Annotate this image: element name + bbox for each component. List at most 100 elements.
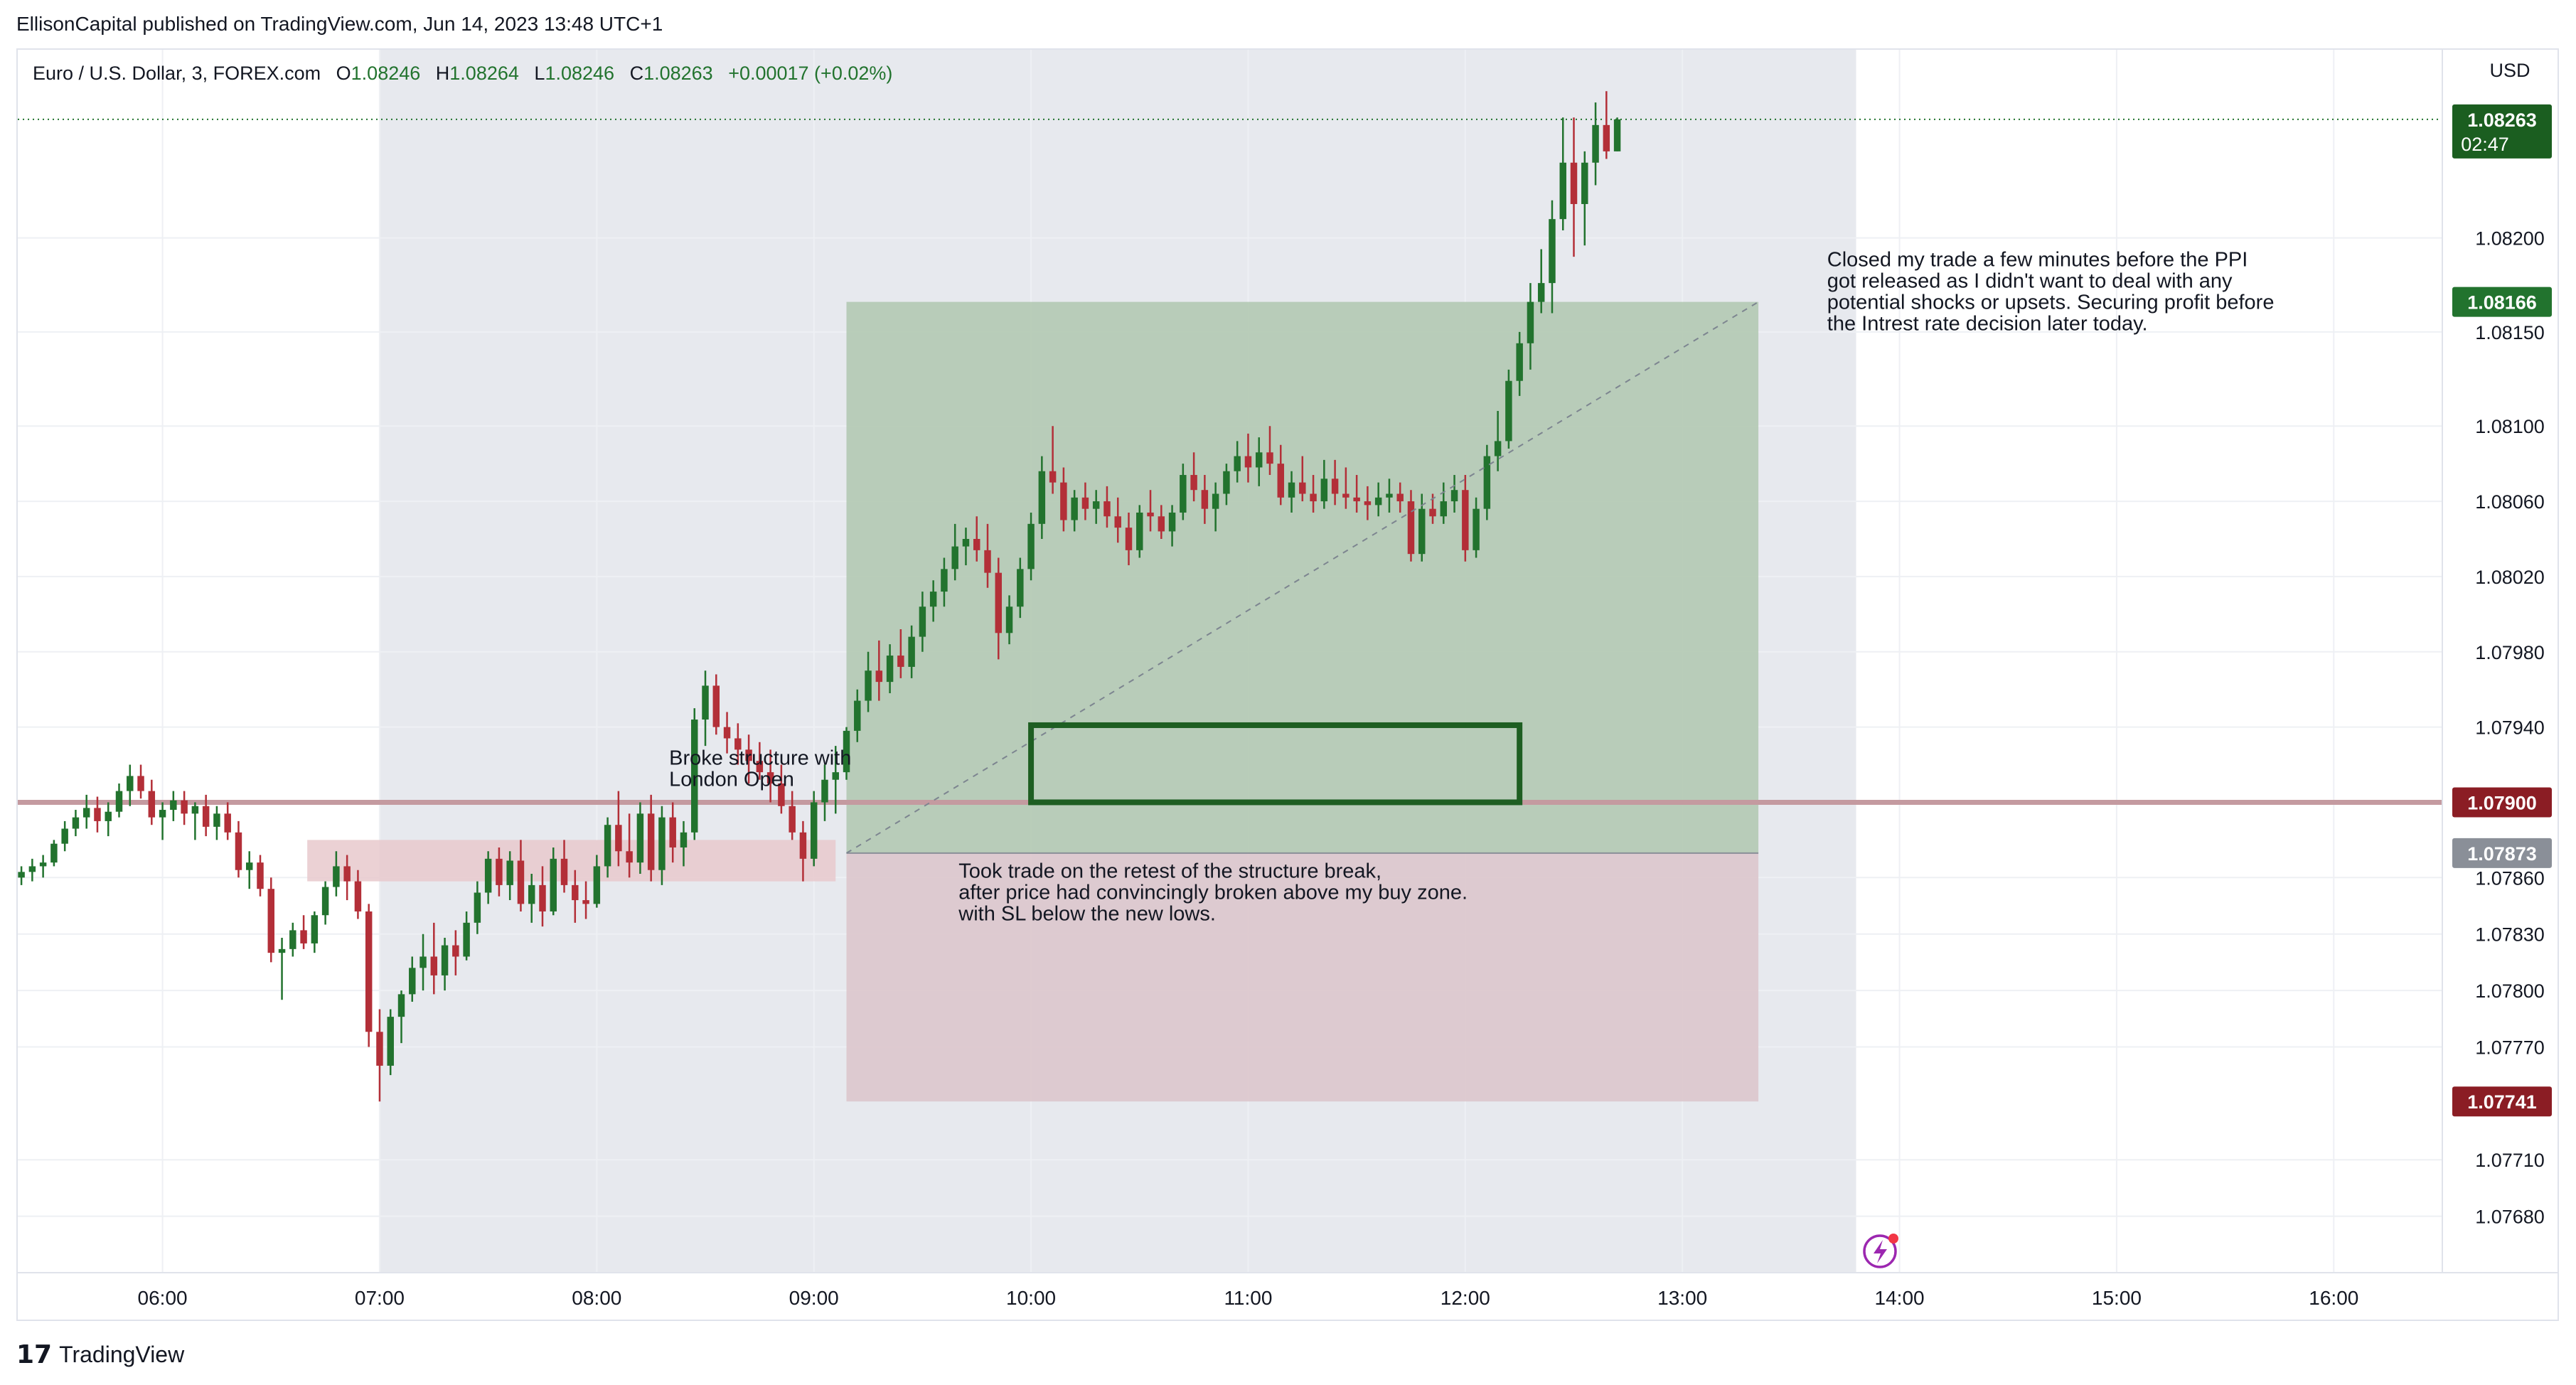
candle-body [1081, 497, 1089, 509]
chart-frame[interactable] [16, 48, 2559, 1321]
candle-body [115, 791, 123, 812]
candle-body [1017, 569, 1024, 607]
time-tick-label: 14:00 [1875, 1287, 1925, 1309]
take-profit-price-badge [2452, 287, 2552, 317]
candle-body [50, 843, 58, 863]
candle-body [474, 892, 481, 923]
candle-body [745, 749, 752, 761]
candle-body [213, 813, 220, 827]
candle-body [1201, 490, 1209, 509]
candle-body [560, 858, 568, 885]
candle-body [1364, 501, 1372, 506]
take-profit-price-label: 1.08166 [2467, 292, 2537, 314]
annotation-line: potential shocks or upsets. Securing pro… [1827, 291, 2275, 314]
candle-body [1234, 456, 1241, 471]
candle-body [712, 685, 720, 727]
candle-body [1603, 124, 1610, 151]
candle-body [658, 817, 666, 870]
tradingview-logo-icon: 𝟭𝟳 [16, 1340, 53, 1369]
candle-body [1114, 516, 1121, 528]
time-tick-label: 15:00 [2092, 1287, 2142, 1309]
time-tick-label: 07:00 [355, 1287, 405, 1309]
candle-body [1277, 464, 1284, 498]
legend-low-label: L [534, 63, 545, 84]
candle-body [973, 539, 980, 550]
time-tick-label: 11:00 [1224, 1287, 1272, 1309]
candle-body [333, 866, 340, 887]
last-price-label: 1.08263 [2467, 109, 2537, 131]
candle-body [506, 860, 513, 885]
lightning-alert-icon[interactable] [1863, 1234, 1898, 1268]
candle-body [1299, 482, 1306, 494]
candle-body [235, 832, 242, 870]
stop-loss-price-label: 1.07741 [2467, 1091, 2537, 1113]
candle-body [1418, 508, 1426, 555]
price-tick-label: 1.07940 [2475, 717, 2545, 739]
annotation-line: after price had convincingly broken abov… [958, 881, 1468, 904]
price-tick-label: 1.07770 [2475, 1037, 2545, 1058]
candle-body [257, 862, 264, 889]
candle-body [1147, 512, 1154, 517]
candle-body [647, 813, 655, 870]
annotation-text: Closed my trade a few minutes before the… [1827, 248, 2275, 335]
candle-body [1168, 512, 1176, 532]
candle-body [289, 930, 296, 949]
candle-body [919, 606, 926, 637]
candle-body [1320, 478, 1328, 502]
candle-body [1310, 493, 1317, 502]
candle-body [181, 800, 188, 814]
legend-high-label: H [436, 63, 450, 84]
candle-body [1288, 482, 1295, 498]
candle-body [452, 945, 459, 957]
svg-text:Euro / U.S. Dollar, 3, FOREX.c: Euro / U.S. Dollar, 3, FOREX.com O1.0824… [33, 63, 892, 84]
price-tick-label: 1.08150 [2475, 322, 2545, 343]
price-tick-label: 1.07860 [2475, 867, 2545, 889]
buy-zone [307, 840, 836, 882]
currency-label: USD [2489, 60, 2530, 81]
candle-body [1537, 283, 1545, 302]
price-tick-label: 1.08100 [2475, 416, 2545, 437]
candle-body [1581, 162, 1588, 204]
candle-body [951, 546, 958, 569]
candle-body [702, 685, 709, 720]
candle-body [691, 720, 698, 833]
annotation-line: got released as I didn't want to deal wi… [1827, 269, 2233, 292]
annotation-line: London Open [669, 769, 794, 791]
annotation-line: Broke structure with [669, 747, 851, 770]
candle-body [1255, 452, 1263, 468]
candle-body [734, 738, 742, 750]
candle-body [865, 670, 872, 701]
candle-body [908, 636, 915, 667]
candle-body [1136, 512, 1143, 550]
candle-body [615, 825, 622, 852]
candle-body [1027, 523, 1035, 569]
annotation-line: with SL below the new lows. [958, 902, 1216, 925]
candle-body [148, 791, 156, 818]
candle-body [321, 887, 329, 916]
time-tick-label: 13:00 [1657, 1287, 1707, 1309]
candle-body [1331, 478, 1339, 494]
candle-body [72, 817, 80, 829]
candle-body [39, 862, 47, 867]
price-tick-label: 1.07980 [2475, 642, 2545, 663]
tradingview-logo[interactable]: 𝟭𝟳 TradingView [16, 1340, 184, 1369]
candle-body [517, 860, 525, 904]
time-tick-label: 16:00 [2309, 1287, 2358, 1309]
candle-body [723, 727, 731, 739]
candle-body [170, 800, 177, 811]
stop-loss-price-badge [2452, 1086, 2552, 1117]
candle-body [191, 806, 199, 814]
candle-body [756, 761, 764, 773]
candle-body [528, 884, 535, 904]
candle-body [1407, 501, 1415, 555]
candle-body [94, 808, 101, 821]
candle-body [897, 656, 904, 667]
candle-body [397, 994, 405, 1017]
candle-body [626, 851, 633, 863]
candle-body [636, 813, 644, 863]
candle-body [1060, 482, 1067, 520]
candle-body [1440, 501, 1448, 517]
candle-body [1158, 516, 1165, 532]
candle-body [1559, 162, 1566, 220]
